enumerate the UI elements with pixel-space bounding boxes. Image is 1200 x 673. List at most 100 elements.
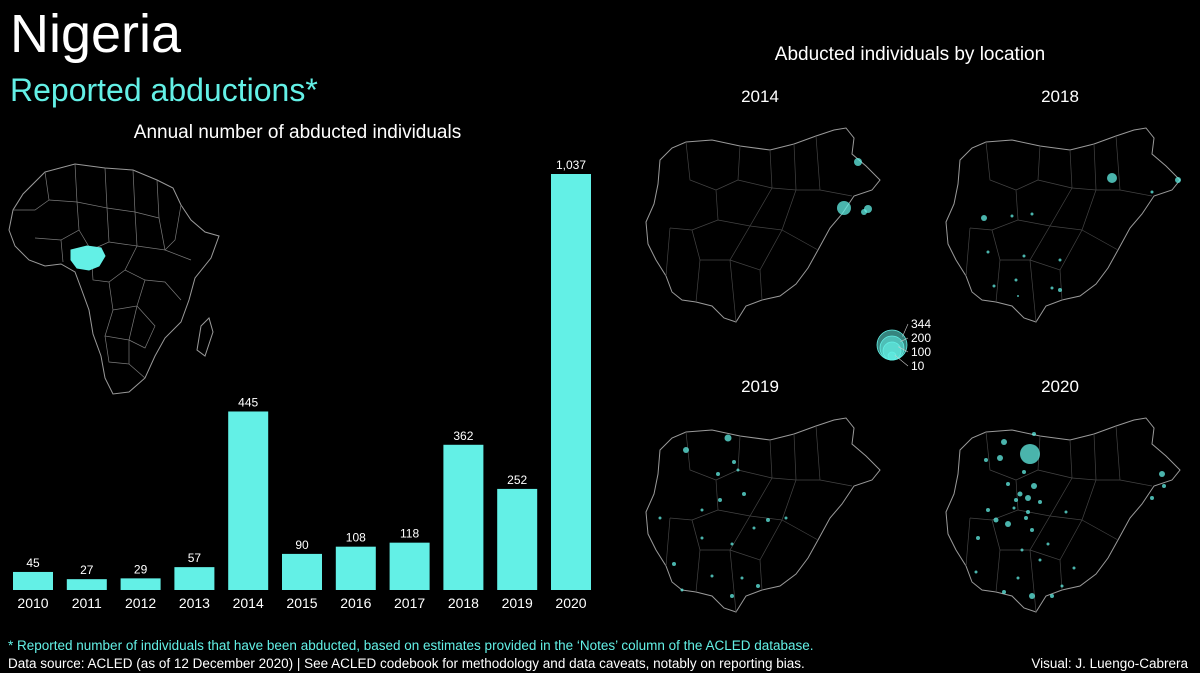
state-border	[1096, 425, 1121, 481]
abduction-bubble	[680, 588, 684, 592]
abduction-bubble	[1030, 212, 1034, 216]
abduction-bubble	[1016, 576, 1020, 580]
abduction-bubble	[1046, 542, 1050, 546]
nigeria-outline	[645, 127, 881, 323]
legend-size-label: 344	[911, 317, 931, 331]
x-tick-label: 2013	[179, 595, 210, 611]
state-border	[669, 431, 719, 521]
abduction-bubble	[1038, 500, 1042, 504]
x-tick-label: 2011	[72, 595, 102, 611]
abduction-bubble	[997, 455, 1003, 461]
abduction-bubble	[854, 158, 862, 166]
map-year-label: 2018	[1041, 87, 1079, 106]
bar-2018	[443, 444, 484, 590]
abduction-bubble	[1017, 295, 1019, 297]
state-border	[691, 515, 751, 551]
legend-leader	[900, 337, 909, 342]
state-border	[729, 549, 737, 613]
abduction-bubble	[1001, 439, 1007, 445]
state-border	[771, 143, 797, 191]
state-border	[737, 439, 773, 479]
abduction-bubble	[700, 536, 704, 540]
abduction-bubble	[732, 460, 736, 464]
state-border	[969, 431, 1019, 521]
state-border	[1037, 149, 1073, 189]
abduction-bubble	[1038, 558, 1042, 562]
abduction-bubble	[1162, 484, 1166, 488]
bar-value-label: 27	[80, 563, 94, 577]
state-border	[715, 145, 741, 191]
map-year-label: 2020	[1041, 377, 1079, 396]
state-border	[749, 189, 797, 231]
abduction-bubble	[1022, 470, 1026, 474]
abduction-bubble	[981, 215, 987, 221]
state-border	[1037, 439, 1073, 479]
abduction-bubble	[1029, 593, 1035, 599]
state-border	[695, 549, 701, 593]
x-tick-label: 2019	[502, 595, 533, 611]
state-border	[1049, 479, 1097, 521]
state-border	[819, 189, 853, 197]
map-panel-2018: 2018	[945, 87, 1181, 323]
abduction-bubble	[974, 570, 978, 574]
bar-value-label: 108	[346, 531, 366, 545]
bar-chart: 45 2010 27 2011 29 2012 57 2013 445 2014 90 2015 108…	[13, 158, 591, 611]
bar-2017	[389, 542, 430, 590]
abduction-bubble	[1050, 286, 1054, 290]
abduction-bubble	[658, 516, 662, 520]
bar-value-label: 445	[238, 395, 258, 409]
abduction-bubble	[1150, 190, 1154, 194]
nigeria-outline	[945, 127, 1181, 323]
state-border	[1049, 189, 1097, 231]
abduction-bubble	[976, 536, 980, 540]
state-border	[1119, 479, 1153, 487]
abduction-bubble	[683, 447, 689, 453]
state-border	[781, 519, 819, 541]
abduction-bubble	[700, 508, 704, 512]
abduction-bubble	[837, 201, 851, 215]
bar-2020	[551, 174, 591, 590]
map-panel-2020: 2020	[945, 377, 1181, 613]
bar-2013	[174, 567, 215, 590]
abduction-bubble	[1006, 482, 1010, 486]
abduction-bubble	[724, 434, 732, 442]
abduction-bubble	[1060, 584, 1064, 588]
abduction-bubble	[1014, 278, 1018, 282]
map-year-label: 2019	[741, 377, 779, 396]
bar-chart-title: Annual number of abducted individuals	[133, 122, 462, 143]
state-border	[1029, 519, 1083, 561]
state-border	[819, 479, 853, 487]
legend-size-label: 200	[911, 331, 931, 345]
abduction-bubble	[1026, 510, 1030, 514]
state-border	[759, 269, 763, 301]
bar-2011	[66, 579, 107, 590]
state-border	[1096, 135, 1121, 191]
abduction-bubble	[1010, 214, 1014, 218]
state-border	[1029, 549, 1037, 613]
abduction-bubble	[736, 468, 740, 472]
state-border	[796, 425, 821, 481]
abduction-bubble	[861, 209, 867, 215]
state-border	[965, 517, 971, 567]
bar-2010	[13, 571, 53, 590]
state-border	[695, 259, 701, 303]
abduction-bubble	[1017, 491, 1023, 497]
bar-value-label: 118	[400, 527, 419, 541]
abduction-bubble	[986, 508, 990, 512]
bar-value-label: 362	[453, 429, 473, 443]
nigeria-highlight	[70, 245, 106, 271]
africa-locator-map	[8, 163, 220, 395]
abduction-bubble	[718, 498, 722, 502]
map-panel-2014: 2014	[645, 87, 881, 323]
bar-value-label: 29	[134, 562, 148, 576]
state-border	[729, 519, 783, 561]
abduction-bubble	[1058, 288, 1062, 292]
map-panel-2019: 2019	[645, 377, 881, 613]
state-border	[1017, 187, 1073, 227]
abduction-bubble	[752, 526, 756, 530]
state-border	[1029, 229, 1083, 271]
state-border	[737, 149, 773, 189]
abduction-bubble	[1159, 471, 1165, 477]
state-border	[729, 259, 737, 323]
